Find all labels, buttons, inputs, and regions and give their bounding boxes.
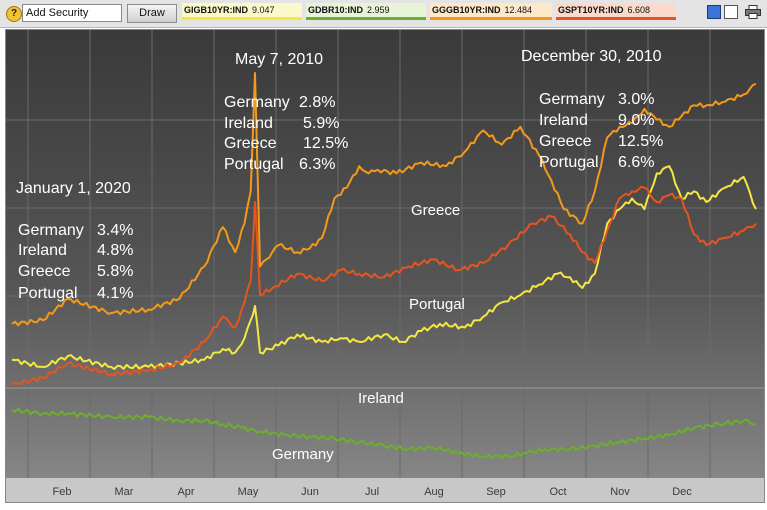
- annotation-value: 12.5%: [303, 135, 348, 152]
- security-value: 9.047: [252, 5, 275, 15]
- security-symbol: GDBR10:IND: [308, 5, 364, 15]
- annotation-value: 3.0%: [618, 91, 654, 108]
- annotation-country: Ireland: [18, 242, 67, 259]
- x-tick-label: Dec: [672, 486, 692, 498]
- print-icon[interactable]: [745, 5, 761, 19]
- draw-button[interactable]: Draw: [127, 4, 177, 23]
- annotation-country: Ireland: [539, 112, 588, 129]
- annotation-country: Portugal: [539, 154, 599, 171]
- security-symbol: GGGB10YR:IND: [432, 5, 501, 15]
- annotation-title: December 30, 2010: [521, 48, 662, 65]
- annotation-country: Greece: [224, 135, 277, 152]
- security-chip-gigb10yr[interactable]: GIGB10YR:IND 9.047: [182, 3, 302, 20]
- annotation-value: 12.5%: [618, 133, 663, 150]
- annotation-country: Portugal: [18, 285, 78, 302]
- series-label-ireland: Ireland: [358, 390, 404, 407]
- annotation-country: Ireland: [224, 115, 273, 132]
- security-color-bar: [430, 17, 552, 20]
- annotation-country: Germany: [18, 222, 84, 239]
- series-line-germany: [11, 407, 757, 460]
- x-tick-label: Mar: [115, 486, 134, 498]
- annotation-title: May 7, 2010: [235, 51, 323, 68]
- annotation-value: 6.6%: [618, 154, 654, 171]
- security-symbol: GIGB10YR:IND: [184, 5, 249, 15]
- add-security-input[interactable]: [22, 4, 122, 22]
- security-chip-gggb10yr[interactable]: GGGB10YR:IND 12.484: [430, 3, 552, 20]
- annotation-value: 5.8%: [97, 263, 133, 280]
- annotation-may: May 7, 2010 Germany 2.8% Ireland 5.9% Gr…: [224, 51, 348, 173]
- light-theme-toggle[interactable]: [724, 5, 738, 19]
- yield-chart: Feb Mar Apr May Jun Jul Aug Sep Oct Nov Dec Januar…: [6, 30, 764, 502]
- x-tick-label: May: [238, 486, 259, 498]
- series-line-ireland: [11, 165, 757, 370]
- x-tick-label: Nov: [610, 486, 630, 498]
- annotation-country: Portugal: [224, 156, 284, 173]
- security-symbol: GSPT10YR:IND: [558, 5, 624, 15]
- annotation-jan: January 1, 2020 Germany 3.4% Ireland 4.8…: [16, 180, 133, 302]
- x-tick-label: Apr: [177, 486, 194, 498]
- x-axis-band: [6, 478, 764, 502]
- annotation-dec: December 30, 2010 Germany 3.0% Ireland 9…: [521, 48, 663, 171]
- x-tick-label: Feb: [53, 486, 72, 498]
- x-tick-label: Jun: [301, 486, 319, 498]
- annotation-country: Germany: [539, 91, 605, 108]
- annotation-title: January 1, 2020: [16, 180, 131, 197]
- security-value: 2.959: [367, 5, 390, 15]
- series-label-germany: Germany: [272, 446, 334, 463]
- annotation-value: 6.3%: [299, 156, 335, 173]
- series-label-greece: Greece: [411, 202, 460, 219]
- x-tick-label: Aug: [424, 486, 444, 498]
- security-value: 6.608: [627, 5, 651, 15]
- annotation-value: 2.8%: [299, 94, 335, 111]
- series-label-portugal: Portugal: [409, 296, 465, 313]
- annotation-country: Germany: [224, 94, 290, 111]
- chart-panel: Feb Mar Apr May Jun Jul Aug Sep Oct Nov Dec Januar…: [5, 29, 765, 503]
- annotation-country: Greece: [539, 133, 592, 150]
- annotation-country: Greece: [18, 263, 71, 280]
- annotation-value: 3.4%: [97, 222, 133, 239]
- security-chip-gspt10yr[interactable]: GSPT10YR:IND 6.608: [556, 3, 676, 20]
- annotation-value: 9.0%: [618, 112, 654, 129]
- dark-theme-toggle[interactable]: [707, 5, 721, 19]
- security-value: 12.484: [504, 5, 533, 15]
- security-color-bar: [182, 17, 302, 20]
- annotation-value: 4.8%: [97, 242, 133, 259]
- help-icon[interactable]: ?: [6, 6, 22, 22]
- annotation-value: 5.9%: [303, 115, 339, 132]
- security-color-bar: [306, 17, 426, 20]
- series-line-portugal: [11, 185, 757, 386]
- security-color-bar: [556, 17, 676, 20]
- annotation-value: 4.1%: [97, 285, 133, 302]
- x-tick-label: Oct: [549, 486, 566, 498]
- chart-background: [6, 30, 764, 502]
- x-tick-label: Jul: [365, 486, 379, 498]
- security-chip-gdbr10[interactable]: GDBR10:IND 2.959: [306, 3, 426, 20]
- series-line-greece: [11, 72, 757, 327]
- x-tick-label: Sep: [486, 486, 506, 498]
